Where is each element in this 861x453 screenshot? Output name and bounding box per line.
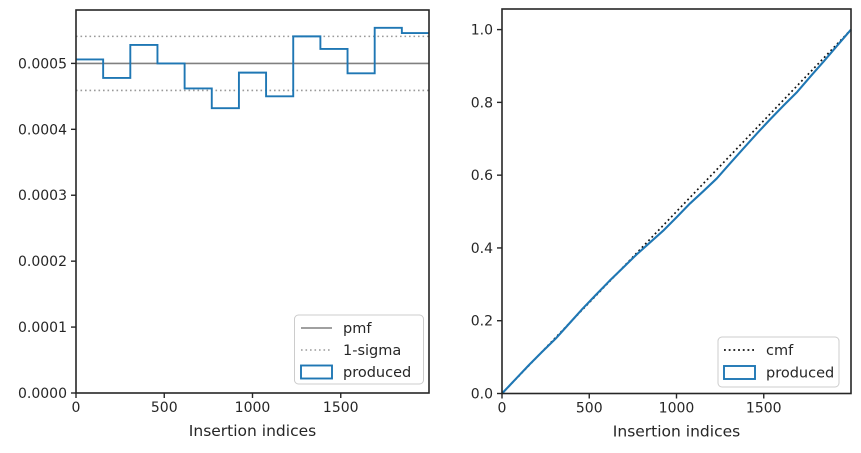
x-tick-label: 0 xyxy=(498,401,507,417)
y-tick-label: 1.0 xyxy=(471,23,493,39)
x-tick-label: 1500 xyxy=(746,401,782,417)
x-tick-label: 1500 xyxy=(323,400,359,416)
right-plot-spines xyxy=(501,8,852,395)
x-tick-label: 500 xyxy=(151,400,178,416)
y-tick-label: 0.0000 xyxy=(18,386,67,402)
produced-cdf-line xyxy=(501,28,852,395)
x-tick-label: 500 xyxy=(576,401,603,417)
x-axis-label: Insertion indices xyxy=(189,422,316,440)
y-tick-label: 0.0002 xyxy=(18,254,67,270)
y-tick-label: 0.0003 xyxy=(18,188,67,204)
x-tick-label: 1000 xyxy=(235,400,271,416)
x-tick-label: 0 xyxy=(72,400,81,416)
right-plot-legend: cmf produced xyxy=(717,336,840,388)
y-tick-label: 0.0001 xyxy=(18,320,67,336)
legend-swatch-produced-patch xyxy=(300,364,333,380)
legend-label: cmf xyxy=(766,343,794,359)
produced-step-line xyxy=(76,26,429,110)
legend-label: produced xyxy=(766,366,834,382)
y-tick-label: 0.0 xyxy=(471,387,493,403)
legend-label: pmf xyxy=(343,321,372,337)
y-tick-label: 0.0004 xyxy=(18,122,67,138)
legend-label: produced xyxy=(343,365,411,381)
legend-swatch-produced-patch xyxy=(723,365,756,380)
left-plot-legend: pmf 1-sigma produced xyxy=(294,314,424,385)
x-axis-label: Insertion indices xyxy=(613,423,740,441)
legend-label: 1-sigma xyxy=(343,343,401,359)
y-tick-label: 0.6 xyxy=(471,168,493,184)
x-tick-label: 1000 xyxy=(659,401,695,417)
y-tick-label: 0.2 xyxy=(471,314,493,330)
y-tick-label: 0.8 xyxy=(471,95,493,111)
y-tick-label: 0.4 xyxy=(471,241,493,257)
y-tick-label: 0.0005 xyxy=(18,56,67,72)
